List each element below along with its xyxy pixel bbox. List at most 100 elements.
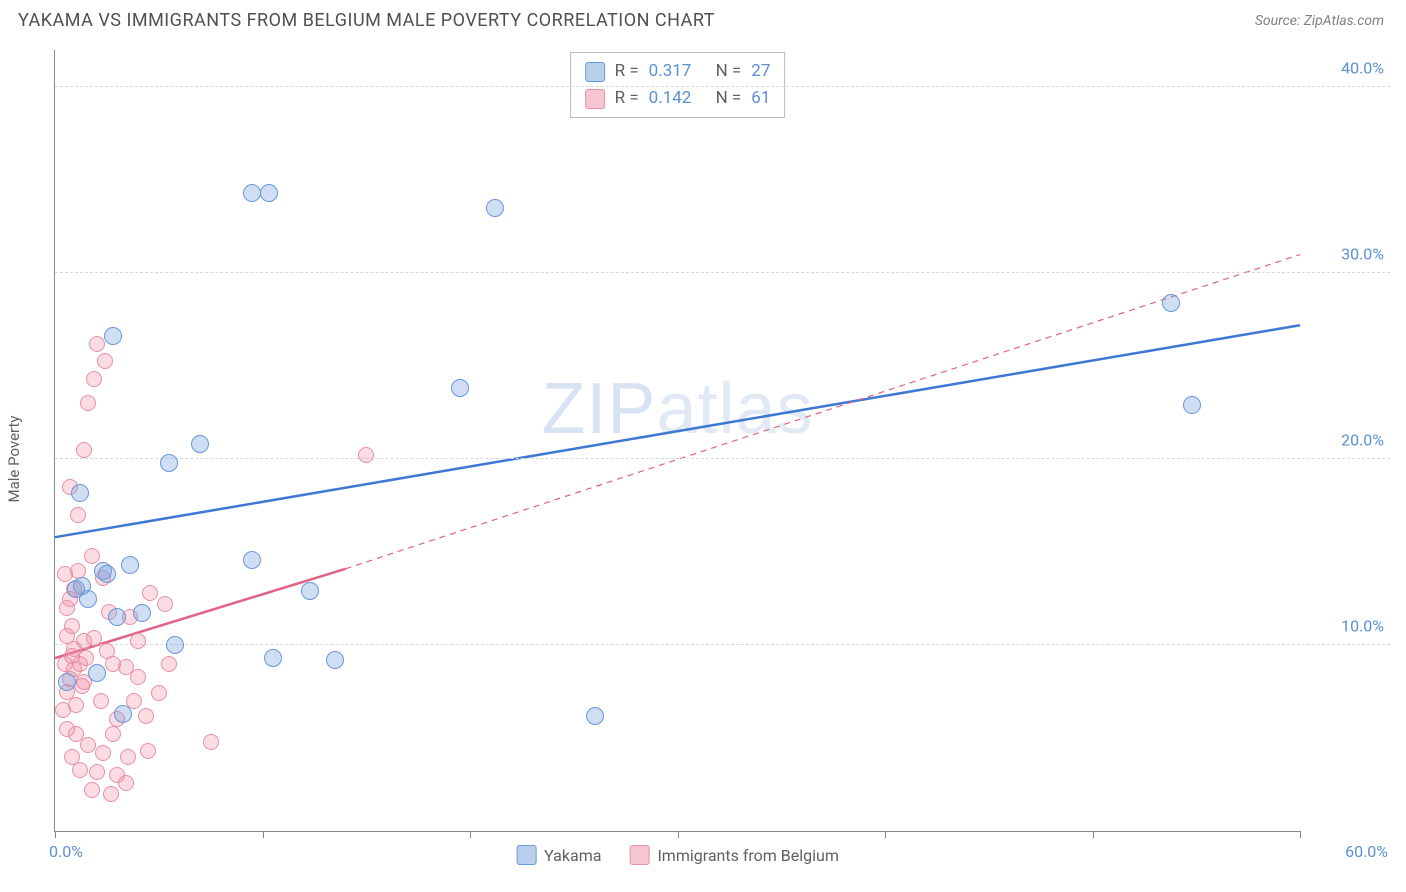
data-point-belgium (93, 693, 109, 709)
data-point-belgium (86, 630, 102, 646)
data-point-belgium (57, 566, 73, 582)
data-point-belgium (64, 648, 80, 664)
data-point-belgium (72, 762, 88, 778)
data-point-belgium (118, 775, 134, 791)
data-point-yakama (191, 435, 209, 453)
x-axis-min-label: 0.0% (49, 842, 83, 861)
data-point-yakama (114, 705, 132, 723)
y-axis-label: Male Poverty (5, 416, 23, 503)
r-label: R = (615, 58, 639, 85)
data-point-belgium (95, 745, 111, 761)
data-point-yakama (1162, 294, 1180, 312)
r-value-2: 0.142 (649, 85, 692, 112)
data-point-belgium (103, 786, 119, 802)
data-point-yakama (104, 327, 122, 345)
data-point-yakama (260, 184, 278, 202)
data-point-belgium (140, 743, 156, 759)
data-point-belgium (120, 749, 136, 765)
legend-label-2: Immigrants from Belgium (657, 846, 838, 865)
data-point-yakama (451, 379, 469, 397)
data-point-belgium (84, 548, 100, 564)
data-point-belgium (89, 764, 105, 780)
data-point-yakama (166, 636, 184, 654)
data-point-yakama (1183, 396, 1201, 414)
data-point-yakama (133, 604, 151, 622)
data-point-belgium (203, 734, 219, 750)
y-tick-label: 40.0% (1341, 59, 1384, 78)
data-point-yakama (264, 649, 282, 667)
data-point-belgium (80, 395, 96, 411)
legend-item-2: Immigrants from Belgium (629, 845, 838, 865)
data-point-yakama (586, 707, 604, 725)
x-tick (1093, 831, 1094, 838)
data-point-belgium (84, 782, 100, 798)
bottom-legend: Yakama Immigrants from Belgium (516, 845, 839, 865)
data-point-yakama (98, 565, 116, 583)
data-point-belgium (76, 442, 92, 458)
data-point-belgium (130, 633, 146, 649)
data-point-belgium (157, 596, 173, 612)
data-point-yakama (73, 577, 91, 595)
x-tick (470, 831, 471, 838)
data-point-belgium (105, 726, 121, 742)
y-tick-label: 30.0% (1341, 245, 1384, 264)
data-point-belgium (161, 656, 177, 672)
gridline (55, 86, 1390, 87)
x-tick (263, 831, 264, 838)
source-label: Source: ZipAtlas.com (1255, 13, 1384, 29)
data-point-yakama (326, 651, 344, 669)
data-point-yakama (88, 664, 106, 682)
data-point-belgium (138, 708, 154, 724)
x-tick (1300, 831, 1301, 838)
data-point-belgium (86, 371, 102, 387)
data-point-yakama (71, 484, 89, 502)
data-point-yakama (121, 556, 139, 574)
y-tick-label: 10.0% (1341, 617, 1384, 636)
data-point-belgium (142, 585, 158, 601)
stats-row-1: R = 0.317 N = 27 (585, 58, 771, 85)
swatch-pink-icon (585, 89, 605, 109)
data-point-belgium (151, 685, 167, 701)
data-point-yakama (243, 184, 261, 202)
chart-title: YAKAMA VS IMMIGRANTS FROM BELGIUM MALE P… (18, 10, 715, 31)
data-point-yakama (108, 608, 126, 626)
n-value-1: 27 (751, 58, 770, 85)
data-point-yakama (243, 551, 261, 569)
gridline (55, 458, 1390, 459)
data-point-belgium (97, 353, 113, 369)
data-point-yakama (486, 199, 504, 217)
swatch-blue-icon (585, 62, 605, 82)
r-value-1: 0.317 (649, 58, 692, 85)
chart-container: Male Poverty ZIPatlas R = 0.317 N = 27 R… (18, 46, 1390, 872)
data-point-belgium (68, 697, 84, 713)
data-point-belgium (130, 669, 146, 685)
swatch-blue-icon (516, 845, 536, 865)
stats-legend-box: R = 0.317 N = 27 R = 0.142 N = 61 (570, 52, 786, 118)
watermark-thin: atlas (656, 369, 813, 449)
n-label: N = (716, 85, 742, 112)
data-point-yakama (58, 673, 76, 691)
n-value-2: 61 (751, 85, 770, 112)
r-label: R = (615, 85, 639, 112)
swatch-pink-icon (629, 845, 649, 865)
gridline (55, 272, 1390, 273)
y-tick-label: 20.0% (1341, 431, 1384, 450)
data-point-belgium (89, 336, 105, 352)
watermark: ZIPatlas (541, 368, 813, 450)
data-point-belgium (70, 507, 86, 523)
data-point-belgium (358, 447, 374, 463)
n-label: N = (716, 58, 742, 85)
stats-row-2: R = 0.142 N = 61 (585, 85, 771, 112)
data-point-yakama (301, 582, 319, 600)
data-point-belgium (64, 618, 80, 634)
watermark-bold: ZIP (541, 369, 656, 449)
gridline (55, 644, 1390, 645)
x-tick (885, 831, 886, 838)
plot-area: ZIPatlas R = 0.317 N = 27 R = 0.142 N = … (54, 50, 1300, 832)
data-point-yakama (160, 454, 178, 472)
legend-item-1: Yakama (516, 845, 601, 865)
data-point-belgium (59, 600, 75, 616)
x-axis-max-label: 60.0% (1345, 842, 1388, 861)
x-tick (678, 831, 679, 838)
trend-lines (55, 50, 1300, 831)
